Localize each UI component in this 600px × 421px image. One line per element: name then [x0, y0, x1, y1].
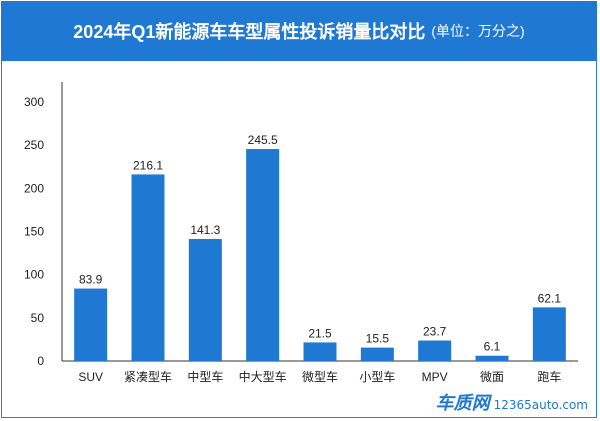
data-label: 23.7: [423, 325, 447, 339]
y-tick-label: 100: [24, 268, 44, 282]
footer-logo: 车质网 12365auto.com: [436, 389, 588, 415]
data-label: 21.5: [308, 326, 332, 340]
bar: [131, 174, 165, 361]
data-label: 62.1: [538, 291, 562, 305]
x-tick-label: 中大型车: [239, 369, 287, 384]
bar: [475, 355, 509, 361]
data-label: 245.5: [248, 133, 278, 147]
data-label: 216.1: [133, 158, 163, 172]
chart-header: 2024年Q1新能源车车型属性投诉销量比对比 (单位：万分之): [1, 1, 597, 61]
x-tick-label: SUV: [78, 370, 103, 384]
y-tick-label: 250: [24, 138, 44, 152]
x-tick-label: 微面: [480, 370, 504, 384]
bar: [360, 347, 394, 361]
y-tick-label: 300: [24, 95, 44, 109]
bar: [532, 307, 566, 361]
x-tick-label: 小型车: [359, 369, 395, 384]
logo-url: 12365auto.com: [493, 398, 588, 412]
data-label: 6.1: [484, 340, 501, 354]
chart-unit: (单位：万分之): [431, 23, 525, 39]
y-tick-label: 50: [31, 311, 45, 325]
bar: [74, 288, 108, 361]
x-tick-label: 紧凑型车: [124, 369, 172, 384]
logo-text: 车质网: [435, 393, 490, 414]
y-tick-label: 200: [24, 181, 44, 195]
x-tick-label: 跑车: [537, 369, 561, 384]
bar: [246, 149, 280, 361]
y-tick-label: 0: [37, 354, 44, 368]
x-tick-label: 微型车: [302, 369, 338, 384]
bar: [418, 340, 452, 361]
bar: [188, 239, 222, 361]
data-label: 141.3: [190, 223, 220, 237]
y-tick-label: 150: [24, 225, 44, 239]
data-label: 15.5: [366, 332, 390, 346]
data-label: 83.9: [79, 273, 103, 287]
x-tick-label: 中型车: [187, 369, 223, 384]
x-tick-label: MPV: [422, 370, 448, 384]
chart-title: 2024年Q1新能源车车型属性投诉销量比对比: [73, 22, 426, 42]
bar: [303, 342, 337, 361]
